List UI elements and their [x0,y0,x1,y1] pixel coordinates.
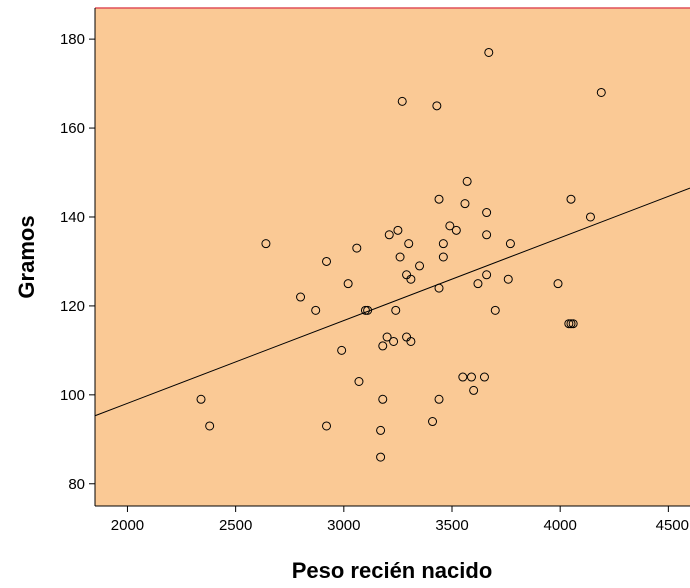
y-axis: 80 100 120 140 160 180 [60,8,96,506]
data-point [566,194,576,204]
data-point [382,332,392,342]
data-point [479,372,489,382]
data-point [564,319,574,329]
data-point [428,417,438,427]
data-point [360,305,370,315]
data-point [261,239,271,249]
data-point [337,345,347,355]
data-point [376,452,386,462]
data-point [585,212,595,222]
data-points [196,47,606,462]
y-tick-label: 140 [60,209,85,226]
data-point [462,176,472,186]
y-axis-title: Gramos [14,215,39,298]
data-point [434,394,444,404]
y-tick-label: 100 [60,387,85,404]
x-tick-label: 4000 [543,517,576,534]
x-tick-label: 3000 [327,517,360,534]
data-point [378,394,388,404]
data-point [568,319,578,329]
x-axis: 2000 2500 3000 3500 4000 4500 [95,505,690,534]
data-point [406,336,416,346]
data-point [343,279,353,289]
data-point [354,377,364,386]
data-point [389,336,399,346]
data-point [352,243,362,253]
data-point [296,292,306,302]
data-point [415,261,425,271]
data-point [482,230,492,240]
data-point [196,394,206,404]
data-point [484,47,494,57]
data-point [322,421,332,431]
y-tick-label: 120 [60,298,85,315]
data-point [473,279,483,289]
data-point [466,372,476,382]
data-point [596,87,606,97]
data-point [460,199,470,209]
y-tick-label: 160 [60,120,85,137]
x-axis-title: Peso recién nacido [292,558,493,583]
data-point [395,252,405,262]
data-point [434,194,444,204]
data-point [451,225,461,235]
x-tick-label: 2000 [111,517,144,534]
data-point [482,208,492,218]
y-tick-label: 180 [60,31,85,48]
y-tick-label: 80 [68,476,85,493]
data-point [376,425,386,435]
data-point [445,221,455,231]
x-tick-label: 4500 [656,517,689,534]
plot-area [95,8,690,506]
data-point [438,252,448,262]
data-point [469,385,479,395]
data-point [205,421,215,431]
x-tick-label: 2500 [219,517,252,534]
x-tick-label: 3500 [435,517,468,534]
data-point [505,239,515,249]
data-point [363,305,373,315]
data-point [438,239,448,249]
data-point [397,96,407,106]
data-point [322,256,332,266]
data-point [391,305,401,315]
data-point [458,372,468,382]
data-point [378,341,388,351]
data-point [553,279,563,289]
data-point [566,319,576,329]
data-point [404,239,414,249]
data-point [432,101,442,111]
data-point [406,274,416,284]
data-point [482,270,492,280]
data-point [503,274,513,284]
data-point [311,305,321,315]
data-point [393,225,403,235]
data-point [384,230,394,240]
fit-line [94,187,690,417]
data-point [434,283,444,293]
data-point [490,305,500,315]
